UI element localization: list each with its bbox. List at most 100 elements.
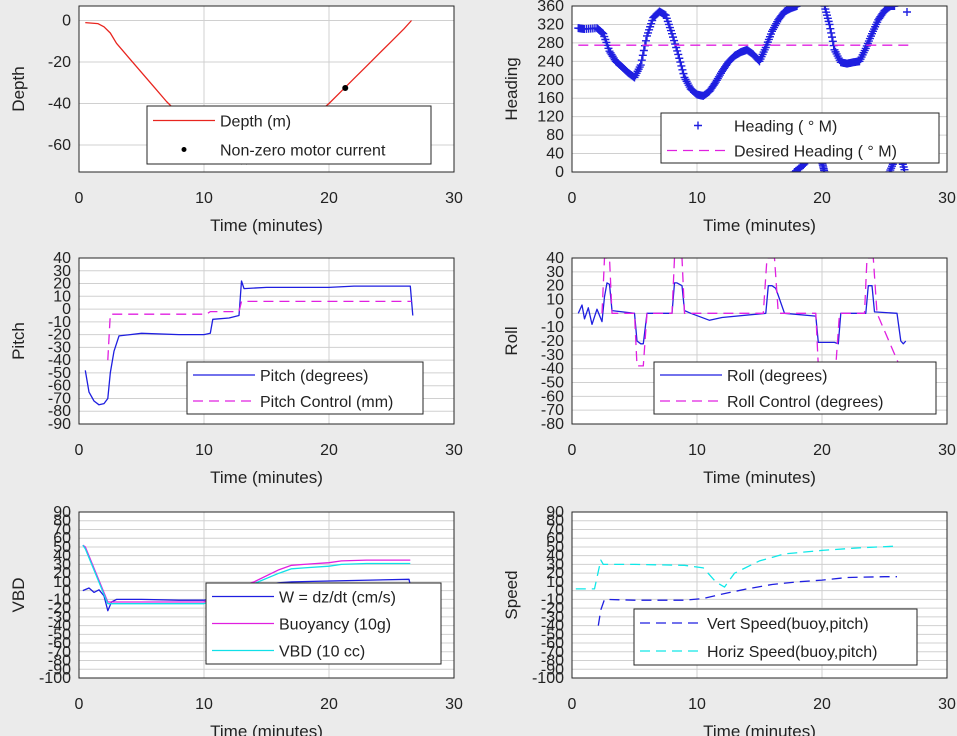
x-axis-label: Time (minutes) [210, 216, 323, 235]
y-tick-label: 70 [53, 521, 71, 538]
legend-label: Buoyancy (10g) [279, 617, 391, 634]
legend-label: Vert Speed(buoy,pitch) [707, 616, 869, 633]
y-tick-label: 80 [546, 127, 564, 144]
legend-label: Roll (degrees) [727, 368, 827, 385]
y-tick-label: -30 [541, 609, 564, 626]
x-tick-label: 30 [938, 442, 956, 459]
axes-frame [78, 5, 455, 173]
y-tick-label: 90 [546, 504, 564, 521]
data-point-heading-0 [828, 33, 836, 42]
axes-frame [571, 257, 948, 425]
y-tick-label: 10 [546, 292, 564, 309]
y-tick-label: 200 [537, 72, 564, 89]
data-point-heading-0 [679, 69, 688, 78]
data-point-heading-0 [636, 61, 645, 70]
y-tick-label: 80 [53, 513, 71, 530]
data-point-heading-0 [671, 40, 680, 49]
y-tick-label: -30 [48, 339, 71, 356]
x-tick-label: 20 [813, 442, 831, 459]
legend-box [186, 361, 424, 415]
x-tick-label: 30 [445, 442, 463, 459]
x-tick-label: 20 [813, 190, 831, 207]
series-group [82, 544, 413, 612]
y-tick-label: -20 [541, 600, 564, 617]
data-point-heading-0 [826, 24, 835, 33]
legend: W = dz/dt (cm/s) Buoyancy (10g) VBD (10 cc… [205, 582, 442, 665]
data-point-heading-0 [886, 166, 895, 172]
legend-box [660, 112, 940, 164]
y-tick-label: -50 [541, 626, 564, 643]
data-point-heading-0 [638, 51, 647, 60]
chart-depth: 0 -20 -40 -60 0 10 20 30 Time (minutes) Depth Dept… [9, 5, 463, 235]
y-tick-label: 280 [537, 35, 564, 52]
y-tick-label: 360 [537, 0, 564, 15]
legend-label: Heading ( ° M) [734, 119, 837, 136]
x-tick-label: 10 [195, 190, 213, 207]
axes-frame [78, 257, 455, 425]
x-tick-label: 30 [445, 190, 463, 207]
y-tick-label: -30 [48, 609, 71, 626]
x-tick-label: 0 [568, 696, 577, 713]
legend-box [146, 105, 432, 165]
y-tick-label: -80 [48, 403, 71, 420]
legend: Vert Speed(buoy,pitch) Horiz Speed(buoy,p… [633, 608, 918, 666]
x-tick-label: 30 [938, 696, 956, 713]
y-tick-label: 50 [546, 539, 564, 556]
series-line-roll-1 [601, 258, 907, 383]
x-axis-label: Time (minutes) [210, 468, 323, 487]
data-point-heading-0 [669, 33, 678, 42]
y-tick-label: -20 [48, 600, 71, 617]
legend-label: Desired Heading ( ° M) [734, 144, 897, 161]
legend-label: Roll Control (degrees) [727, 394, 884, 411]
data-point-heading-0 [903, 7, 911, 16]
series-group [577, 258, 907, 383]
y-tick-label: 0 [555, 583, 564, 600]
y-axis-label: Heading [502, 57, 521, 120]
x-tick-label: 0 [75, 696, 84, 713]
x-tick-label: 10 [688, 442, 706, 459]
axes-frame [571, 5, 948, 173]
y-tick-label: -60 [541, 388, 564, 405]
y-tick-label: 20 [53, 565, 71, 582]
data-point-heading-0 [820, 168, 829, 172]
y-tick-label: -30 [541, 347, 564, 364]
data-point-heading-0 [676, 58, 685, 67]
y-tick-label: -50 [541, 375, 564, 392]
legend-label: Depth (m) [220, 114, 291, 131]
x-tick-label: 10 [688, 190, 706, 207]
data-point-heading-0 [828, 37, 837, 46]
y-tick-label: 60 [53, 530, 71, 547]
x-axis-label: Time (minutes) [703, 216, 816, 235]
legend-label: Horiz Speed(buoy,pitch) [707, 644, 877, 661]
y-tick-label: 0 [555, 164, 564, 181]
y-tick-label: 10 [546, 574, 564, 591]
y-tick-label: 40 [546, 250, 564, 267]
y-tick-label: -20 [48, 327, 71, 344]
series-line-speed-1 [575, 545, 898, 590]
legend: Pitch (degrees) Pitch Control (mm) [186, 361, 424, 415]
y-tick-label: -100 [532, 670, 564, 687]
x-tick-label: 30 [938, 190, 956, 207]
legend: Depth (m) Non-zero motor current [146, 105, 432, 165]
series-line-pitch-0 [84, 280, 414, 406]
data-point-heading-0 [641, 36, 650, 45]
data-point-heading-0 [885, 168, 894, 172]
chart-vbd: 9080706050403020100-10-20-30-40-50-60-70… [9, 504, 463, 736]
x-tick-label: 0 [568, 190, 577, 207]
series-line-speed-0 [597, 576, 897, 626]
y-tick-label: -10 [48, 314, 71, 331]
y-tick-label: 20 [53, 276, 71, 293]
legend: Roll (degrees) Roll Control (degrees) [653, 361, 937, 415]
y-tick-label: 0 [62, 301, 71, 318]
y-axis-label: Pitch [9, 322, 28, 360]
legend: Heading ( ° M) Desired Heading ( ° M) [660, 112, 940, 164]
y-tick-label: 120 [537, 109, 564, 126]
y-tick-label: 40 [53, 548, 71, 565]
y-tick-label: 40 [546, 548, 564, 565]
series-line-vbd-2 [82, 544, 411, 605]
y-tick-label: -100 [39, 670, 71, 687]
y-tick-label: 320 [537, 16, 564, 33]
y-tick-label: 30 [546, 556, 564, 573]
series-line-vbd-1 [82, 544, 411, 603]
